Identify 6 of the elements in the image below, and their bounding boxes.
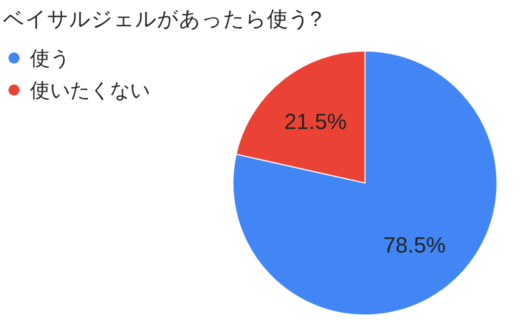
pie-slice (232, 50, 498, 316)
legend-label: 使う (30, 48, 70, 70)
data-label: 21.5% (284, 108, 347, 134)
data-label: 78.5% (383, 232, 446, 258)
legend-label: 使いたくない (30, 80, 150, 102)
chart-title: ベイサルジェルがあったら使う? (3, 8, 322, 31)
